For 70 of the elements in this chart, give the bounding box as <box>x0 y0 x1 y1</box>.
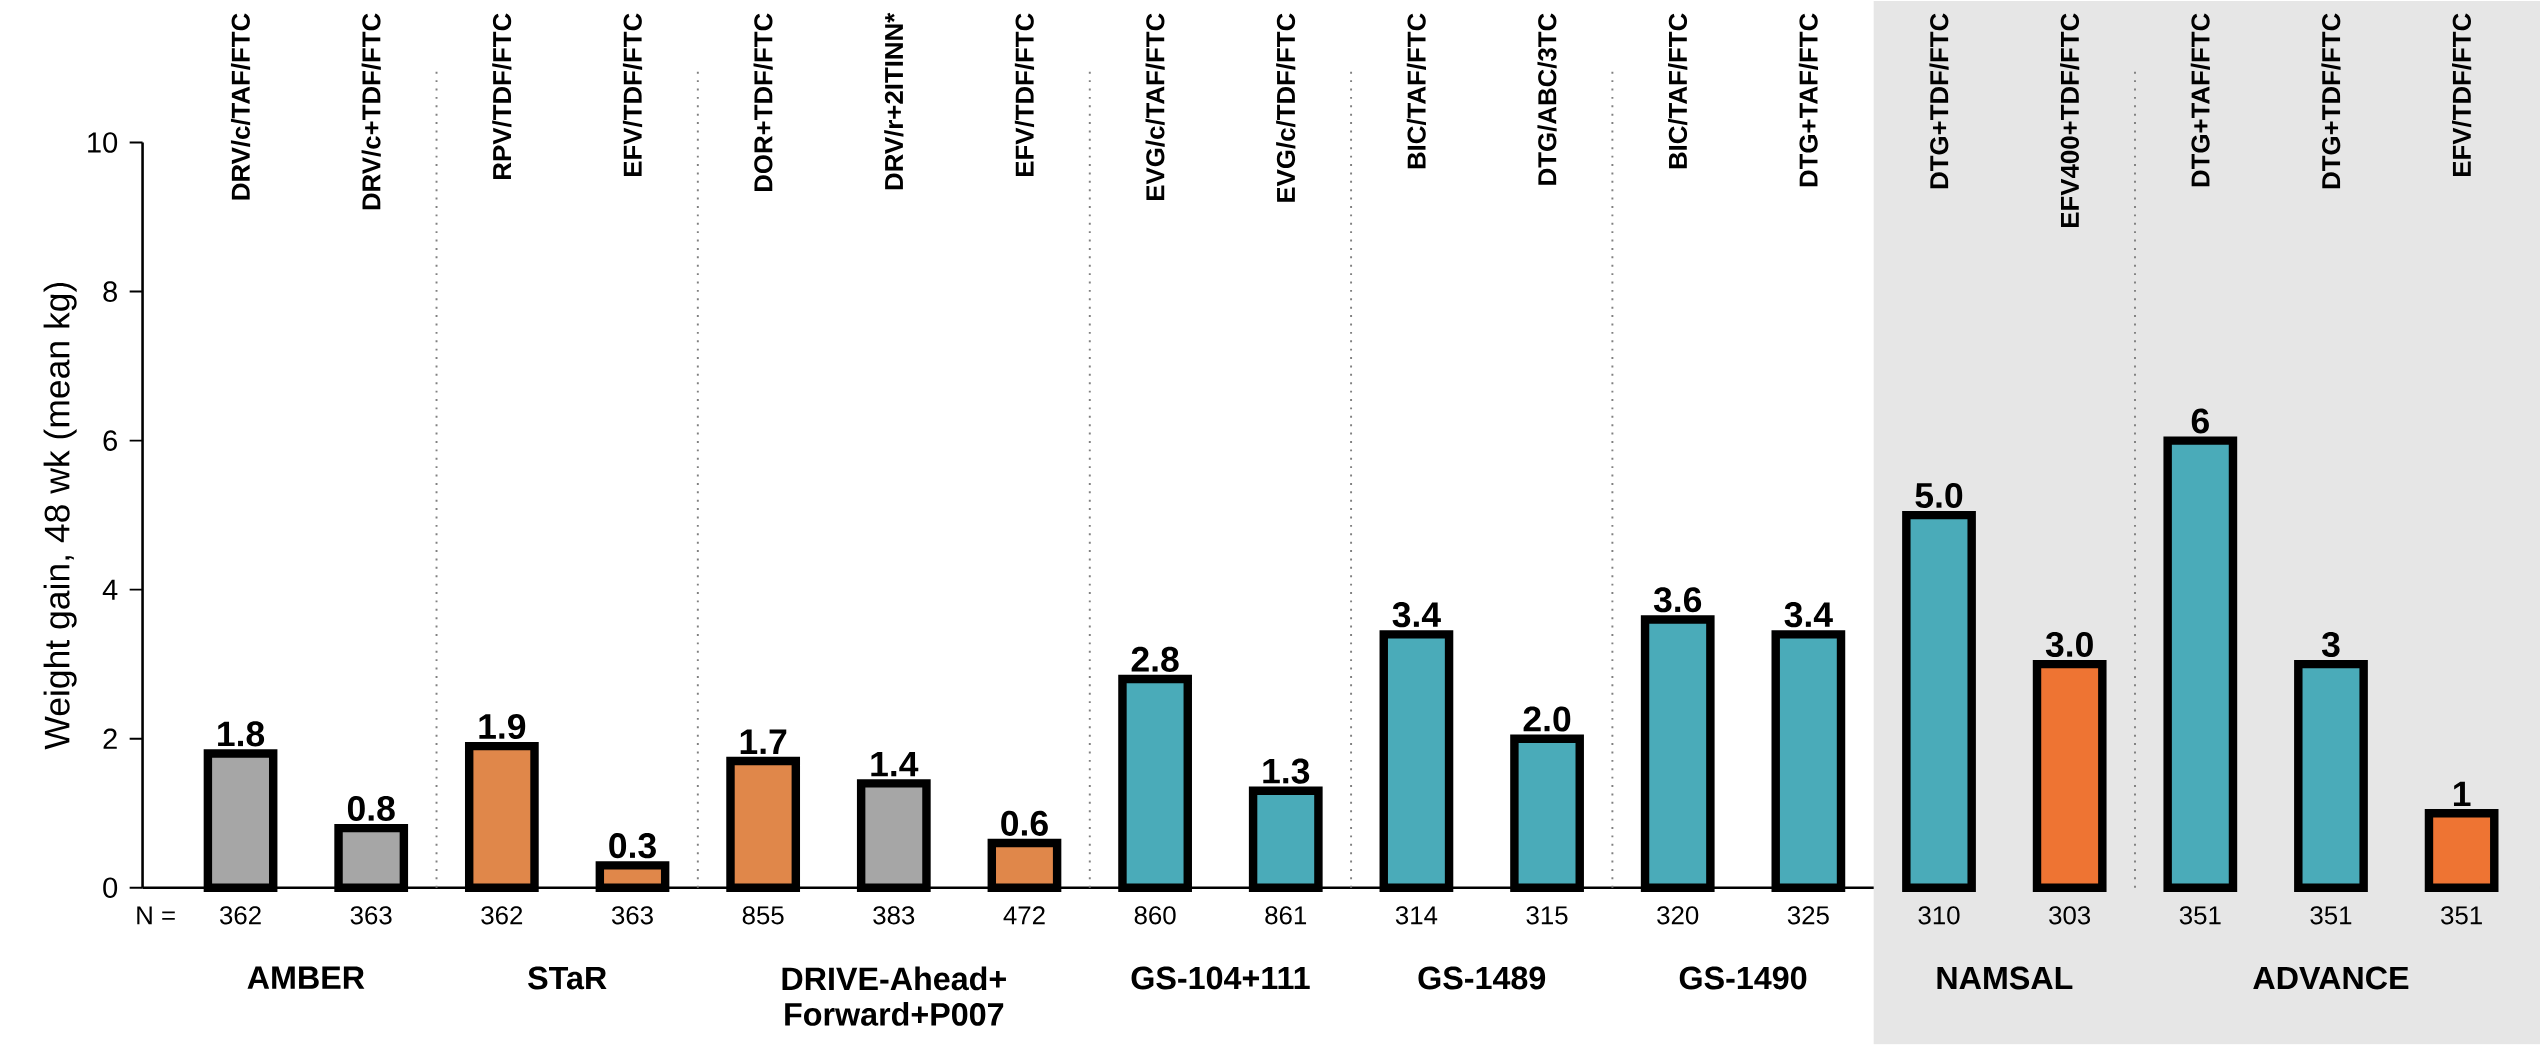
text: 472 <box>1003 906 1045 925</box>
data-label: 1.7 <box>740 729 787 754</box>
text: GS-1489 <box>1418 966 1546 990</box>
data-label: 3.0 <box>2045 631 2093 658</box>
text: N = <box>137 906 175 925</box>
y-tick-label: 6 <box>103 430 117 451</box>
x-tick-label: DTG+TDF/FTC <box>2321 13 2341 189</box>
text: 303 <box>2049 906 2091 925</box>
data-label: 1.9 <box>479 714 526 740</box>
x-tick-label: DTG+TAF/FTC <box>2190 13 2210 187</box>
text: 362 <box>481 906 523 925</box>
data-label: 3.4 <box>1784 602 1833 628</box>
y-axis-title: Weight gain, 48 wk (mean kg) <box>43 282 77 750</box>
x-tick-label: DRV/c/TAF/FTC <box>230 13 251 200</box>
y-tick-label: 10 <box>88 132 118 153</box>
data-label: 6 <box>2191 408 2209 434</box>
x-tick-label: RPV/TDF/FTC <box>492 13 512 179</box>
x-tick-label: EVG/c/TAF/FTC <box>1145 13 1165 201</box>
y-tick-label: 4 <box>102 579 118 600</box>
x-tick-label: DOR+TDF/FTC <box>753 13 773 192</box>
data-label: 3 <box>2321 631 2340 658</box>
data-label: 2.8 <box>1131 646 1179 673</box>
text: 351 <box>2441 906 2482 925</box>
x-tick-label: EFV/TDF/FTC <box>2451 13 2472 177</box>
x-tick-label: EFV/TDF/FTC <box>622 13 643 177</box>
text: AMBER <box>247 966 365 989</box>
y-tick-label: 2 <box>103 728 117 749</box>
data-label: 1.4 <box>871 751 919 777</box>
data-label: 2.0 <box>1523 706 1571 732</box>
x-tick-label: DTG+TDF/FTC <box>1929 13 1949 189</box>
text: 363 <box>350 906 392 925</box>
data-label: 3.6 <box>1653 587 1702 613</box>
data-label: 5.0 <box>1915 483 1963 509</box>
text: 362 <box>219 906 261 925</box>
text: 351 <box>2179 906 2221 925</box>
text: 363 <box>611 906 653 925</box>
data-label: 0.8 <box>347 795 395 822</box>
text: 315 <box>1526 906 1568 925</box>
text: 861 <box>1265 906 1307 925</box>
x-tick-label: DRV/c+TDF/FTC <box>361 13 381 210</box>
x-tick-label: DTG/ABC/3TC <box>1537 13 1557 185</box>
data-label: 0.3 <box>609 833 656 859</box>
x-tick-label: EVG/c/TDF/FTC <box>1276 13 1296 202</box>
data-label: 1.8 <box>218 721 265 747</box>
x-tick-label: DTG+TAF/FTC <box>1798 13 1818 187</box>
text: GS-104+111 <box>1131 966 1310 990</box>
x-tick-label: EFV400+TDF/FTC <box>2060 13 2080 228</box>
x-tick-label: BIC/TAF/FTC <box>1406 13 1427 169</box>
text: DRIVE-Ahead+ Forward+P007 <box>782 966 1006 1026</box>
text: STaR <box>528 966 607 990</box>
data-label: 1.3 <box>1263 758 1310 784</box>
text: 860 <box>1134 906 1176 925</box>
text: 855 <box>742 906 784 925</box>
text: NAMSAL <box>1937 966 2073 990</box>
text: 314 <box>1395 906 1438 925</box>
x-tick-label: DRV/r+2ITINN* <box>884 12 904 190</box>
data-label: 3.4 <box>1392 602 1441 628</box>
text: 383 <box>873 906 915 925</box>
text: ADVANCE <box>2253 966 2409 990</box>
y-tick-label: 8 <box>103 281 117 302</box>
text: 351 <box>2310 906 2352 925</box>
y-tick-label: 0 <box>103 877 118 899</box>
text: 310 <box>1918 906 1960 925</box>
text: 325 <box>1787 906 1829 925</box>
data-label: 1 <box>2453 781 2471 807</box>
x-tick-label: BIC/TAF/FTC <box>1668 13 1688 169</box>
x-tick-label: EFV/TDF/FTC <box>1014 13 1035 177</box>
text: 320 <box>1657 906 1699 925</box>
data-label: 0.6 <box>1001 810 1048 836</box>
text: GS-1490 <box>1679 966 1807 990</box>
